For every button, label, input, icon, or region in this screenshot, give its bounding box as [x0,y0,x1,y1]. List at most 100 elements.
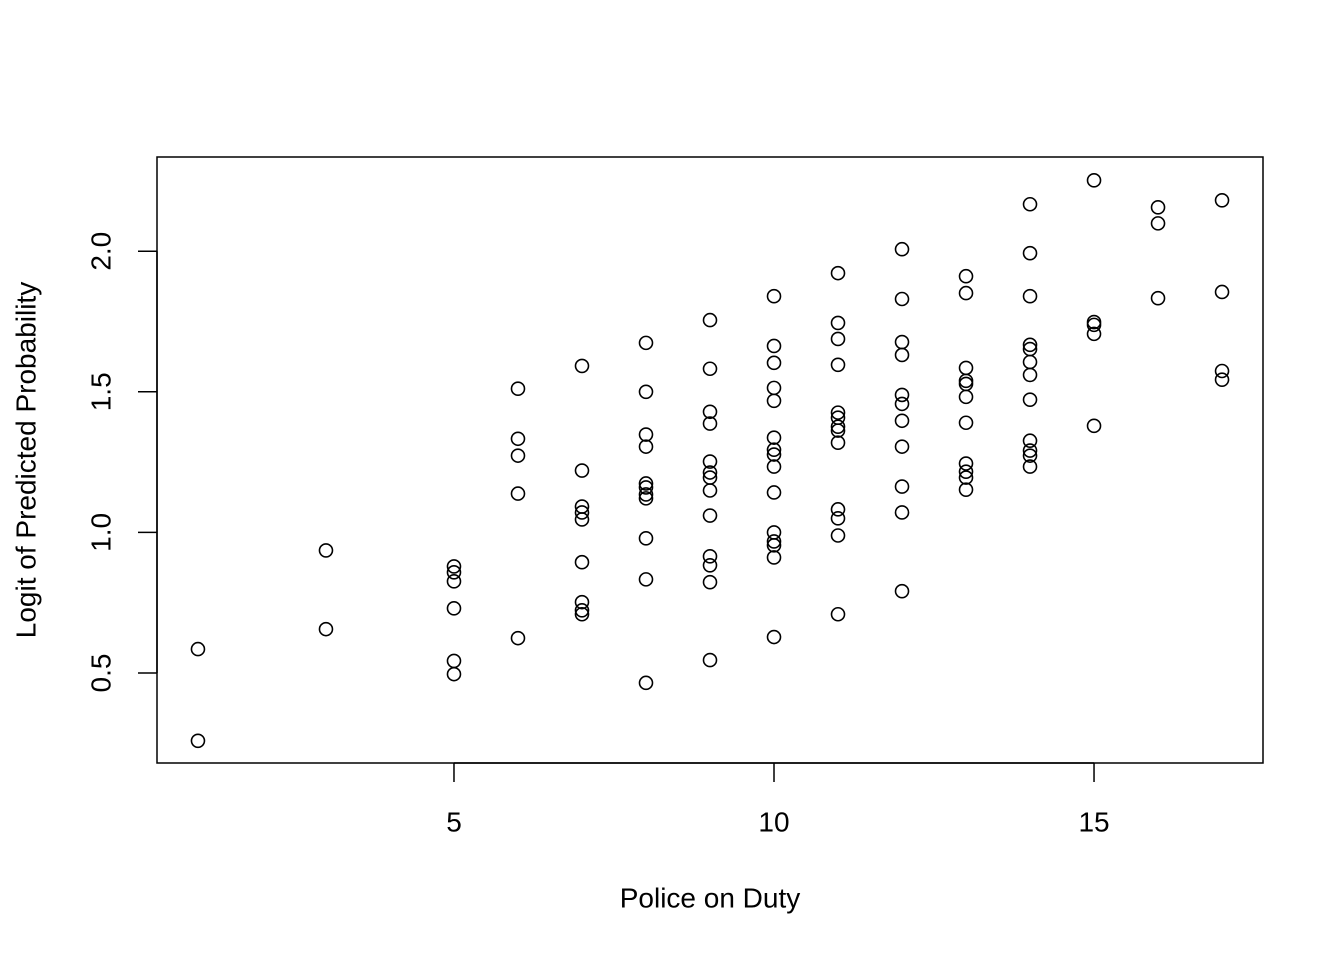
point [1086,418,1102,434]
point [830,606,846,622]
point [830,357,846,373]
point [958,268,974,284]
point [702,508,718,523]
point [638,335,654,351]
point [1022,459,1038,474]
point [638,487,654,502]
point [766,538,782,553]
point [766,550,782,565]
point [638,491,654,506]
point [318,621,334,637]
point [702,404,718,420]
point [318,543,334,558]
point [1214,363,1230,379]
point [830,419,846,434]
point [894,413,910,429]
point [1022,245,1038,261]
point [510,381,526,397]
point [894,291,910,307]
point [830,423,846,438]
y-tick-label: 0.5 [85,654,116,693]
point [510,486,526,501]
point [894,396,910,412]
point [446,653,462,669]
point [1022,433,1038,449]
point [766,380,782,396]
point [894,387,910,403]
point [894,505,910,520]
y-axis-label: Logit of Predicted Probability [10,282,41,638]
point [574,512,590,527]
point [446,565,462,580]
point [1086,317,1102,333]
point [1022,392,1038,407]
point [702,652,718,668]
point [446,601,462,616]
point [574,463,590,478]
point [766,442,782,458]
point [830,511,846,526]
point [702,361,718,377]
point [1150,290,1166,306]
point [894,241,910,257]
point [638,531,654,546]
point [638,675,654,691]
point [766,338,782,354]
point [958,456,974,471]
point [702,454,718,469]
point [702,483,718,498]
point [574,594,590,610]
point [830,502,846,517]
point [638,572,654,587]
point [958,415,974,431]
point [574,554,590,570]
point [446,559,462,574]
point [766,288,782,304]
point [766,355,782,371]
point [830,405,846,420]
point [958,389,974,405]
point [1022,448,1038,463]
point [766,447,782,462]
point [1086,173,1102,188]
point [638,476,654,491]
point [830,435,846,451]
point [702,312,718,328]
point [766,430,782,445]
point [958,464,974,479]
point [1022,196,1038,212]
point [766,459,782,474]
point [958,376,974,392]
point [510,431,526,447]
point [638,480,654,495]
point [1022,288,1038,304]
x-tick-label: 10 [758,806,789,837]
point [446,666,462,682]
point [830,265,846,281]
point [638,384,654,400]
point [958,360,974,376]
y-tick-label: 1.5 [85,372,116,411]
point [766,534,782,549]
point [190,641,206,657]
x-axis-label: Police on Duty [620,882,801,913]
point [894,439,910,454]
point [702,549,718,564]
point [446,574,462,589]
point [894,583,910,599]
x-tick-label: 15 [1078,806,1109,837]
point [1214,284,1230,300]
point [1086,326,1102,342]
point [830,315,846,331]
point [1022,337,1038,353]
point [958,482,974,497]
point [1214,372,1230,388]
point [766,485,782,500]
y-tick-label: 1.0 [85,513,116,552]
point [766,393,782,409]
point [702,465,718,480]
point [510,448,526,463]
point [638,439,654,454]
plot-box [156,156,1264,764]
